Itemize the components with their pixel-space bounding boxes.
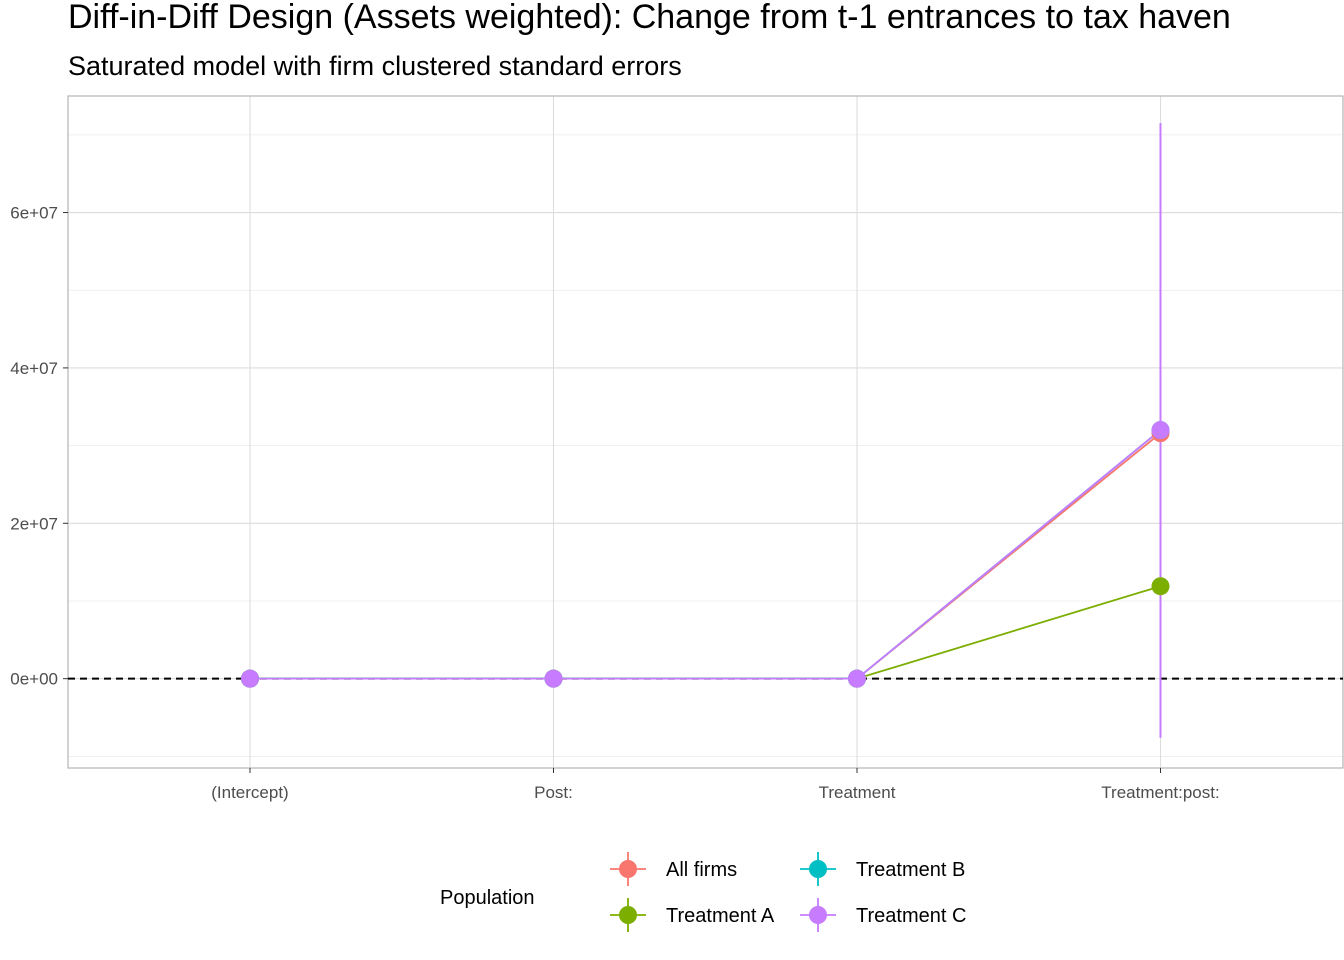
data-point-treatment-c — [241, 669, 259, 688]
legend-key-point-treatment-a — [619, 906, 637, 924]
legend: Population All firms Treatment A Treatment… — [440, 852, 966, 932]
y-tick-label: 0e+00 — [10, 670, 58, 689]
x-tick-label: Post: — [534, 783, 573, 802]
x-tick-label: Treatment:post: — [1101, 783, 1219, 802]
legend-key-point-treatment-b — [809, 860, 827, 878]
legend-label-treatment-a: Treatment A — [666, 905, 775, 927]
legend-label-treatment-b: Treatment B — [856, 859, 965, 881]
y-tick-label: 2e+07 — [10, 514, 58, 533]
panel-border — [67, 95, 1344, 769]
series-line-treatment-b — [250, 429, 1162, 680]
data-point-treatment-c — [848, 669, 866, 688]
chart-subtitle: Saturated model with firm clustered stan… — [68, 51, 682, 81]
data-point-treatment-c — [544, 669, 563, 688]
y-tick-label: 6e+07 — [10, 204, 58, 223]
legend-title: Population — [440, 887, 535, 909]
series-line-treatment-a — [250, 585, 1161, 680]
legend-key-point-treatment-c — [809, 906, 827, 924]
plot-area: 0e+00 2e+07 4e+07 6e+07 (Intercept) Post: Trea… — [10, 95, 1344, 802]
legend-key-point-all-firms — [619, 860, 637, 878]
legend-label-all-firms: All firms — [666, 859, 737, 881]
legend-label-treatment-c: Treatment C — [856, 905, 966, 927]
series-line-all-firms — [250, 432, 1162, 680]
y-tick-label: 4e+07 — [10, 359, 58, 378]
series-line-treatment-c — [250, 429, 1162, 680]
x-tick-label: Treatment — [819, 783, 896, 802]
x-tick-label: (Intercept) — [211, 783, 288, 802]
chart-title: Diff-in-Diff Design (Assets weighted): C… — [68, 0, 1231, 36]
data-point-treatment-c — [1151, 421, 1170, 440]
data-point-treatment-a — [1151, 577, 1170, 596]
